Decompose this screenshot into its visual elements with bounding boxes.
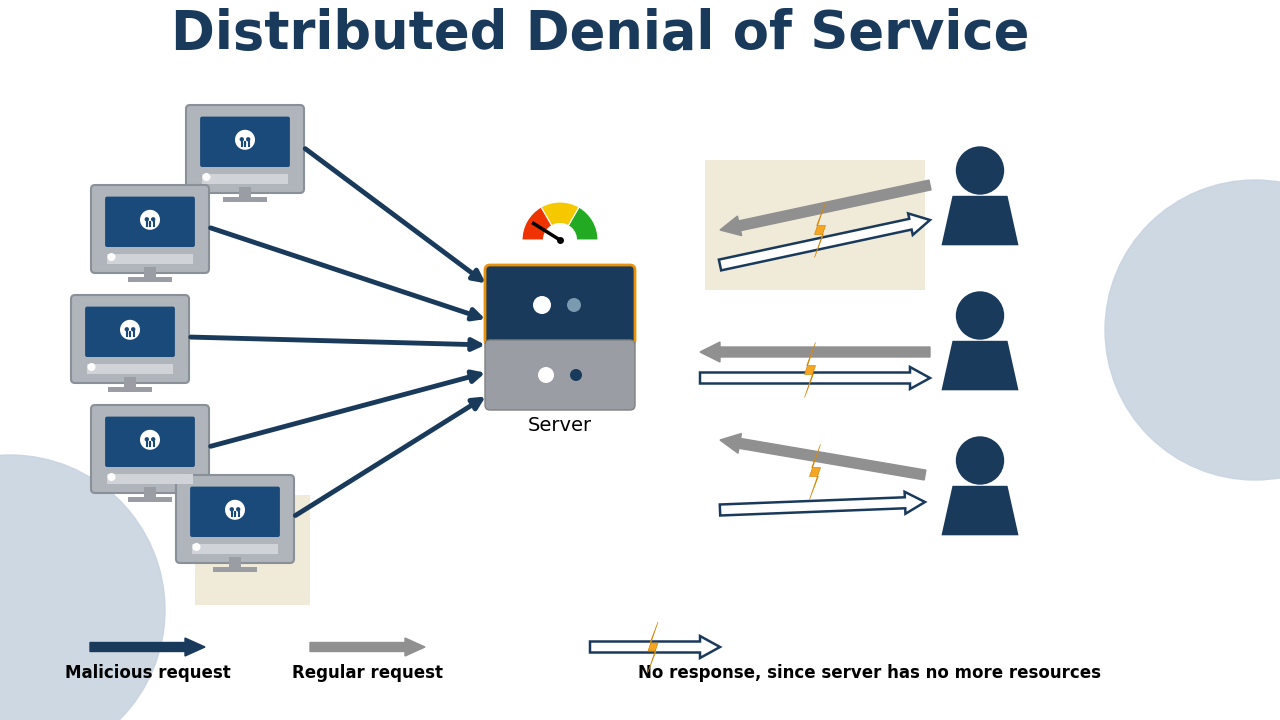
FancyBboxPatch shape bbox=[87, 364, 173, 374]
Bar bbox=[229, 557, 241, 571]
Circle shape bbox=[202, 173, 210, 181]
Bar bbox=[223, 197, 268, 202]
FancyArrow shape bbox=[700, 342, 931, 362]
Circle shape bbox=[87, 363, 96, 371]
FancyBboxPatch shape bbox=[108, 254, 193, 264]
FancyArrow shape bbox=[719, 213, 931, 271]
Polygon shape bbox=[809, 444, 820, 500]
FancyBboxPatch shape bbox=[91, 185, 209, 273]
FancyArrow shape bbox=[719, 433, 925, 480]
Circle shape bbox=[120, 320, 140, 340]
Polygon shape bbox=[148, 222, 151, 224]
Polygon shape bbox=[942, 196, 1019, 246]
Circle shape bbox=[140, 210, 160, 230]
Bar bbox=[145, 487, 156, 501]
Circle shape bbox=[225, 500, 244, 520]
FancyArrow shape bbox=[590, 636, 719, 658]
FancyBboxPatch shape bbox=[186, 105, 305, 193]
Circle shape bbox=[956, 436, 1005, 485]
FancyBboxPatch shape bbox=[177, 475, 294, 563]
Bar bbox=[239, 187, 251, 201]
Circle shape bbox=[236, 130, 255, 150]
Circle shape bbox=[108, 253, 115, 261]
FancyBboxPatch shape bbox=[143, 220, 157, 226]
Circle shape bbox=[538, 367, 554, 383]
FancyArrow shape bbox=[90, 638, 205, 656]
Bar bbox=[195, 495, 310, 605]
Wedge shape bbox=[541, 202, 579, 240]
FancyBboxPatch shape bbox=[192, 544, 278, 554]
Polygon shape bbox=[942, 486, 1019, 535]
FancyBboxPatch shape bbox=[105, 197, 195, 247]
FancyBboxPatch shape bbox=[70, 295, 189, 383]
Circle shape bbox=[239, 137, 244, 142]
FancyArrow shape bbox=[719, 492, 925, 516]
Circle shape bbox=[145, 437, 148, 441]
Polygon shape bbox=[243, 142, 247, 143]
Bar bbox=[128, 277, 172, 282]
Circle shape bbox=[151, 437, 155, 441]
FancyBboxPatch shape bbox=[485, 340, 635, 410]
FancyBboxPatch shape bbox=[123, 330, 137, 336]
Circle shape bbox=[956, 146, 1005, 194]
Wedge shape bbox=[522, 207, 559, 240]
FancyBboxPatch shape bbox=[485, 265, 635, 345]
Bar bbox=[212, 567, 257, 572]
Polygon shape bbox=[814, 202, 826, 258]
Circle shape bbox=[124, 327, 129, 331]
FancyBboxPatch shape bbox=[202, 174, 288, 184]
Text: Regular request: Regular request bbox=[293, 664, 443, 682]
Circle shape bbox=[0, 455, 165, 720]
Text: Distributed Denial of Service: Distributed Denial of Service bbox=[170, 8, 1029, 60]
Polygon shape bbox=[648, 622, 658, 672]
Polygon shape bbox=[148, 441, 151, 444]
Bar bbox=[108, 387, 152, 392]
Polygon shape bbox=[233, 512, 237, 513]
Circle shape bbox=[570, 369, 582, 381]
FancyArrow shape bbox=[310, 638, 425, 656]
Bar bbox=[124, 377, 136, 391]
Text: No response, since server has no more resources: No response, since server has no more re… bbox=[639, 664, 1102, 682]
FancyBboxPatch shape bbox=[84, 307, 175, 357]
Polygon shape bbox=[805, 343, 815, 397]
Text: Malicious request: Malicious request bbox=[65, 664, 230, 682]
Circle shape bbox=[140, 430, 160, 450]
Circle shape bbox=[956, 292, 1005, 340]
Polygon shape bbox=[128, 332, 132, 333]
Circle shape bbox=[543, 223, 577, 257]
FancyBboxPatch shape bbox=[200, 117, 289, 167]
Circle shape bbox=[151, 217, 155, 222]
Circle shape bbox=[192, 543, 201, 551]
Wedge shape bbox=[559, 207, 598, 240]
FancyArrow shape bbox=[719, 180, 931, 235]
Circle shape bbox=[236, 507, 241, 511]
FancyBboxPatch shape bbox=[238, 140, 252, 145]
Circle shape bbox=[108, 473, 115, 481]
FancyBboxPatch shape bbox=[191, 487, 280, 537]
Circle shape bbox=[1105, 180, 1280, 480]
Circle shape bbox=[532, 296, 550, 314]
FancyBboxPatch shape bbox=[91, 405, 209, 493]
Circle shape bbox=[229, 507, 234, 511]
FancyBboxPatch shape bbox=[105, 417, 195, 467]
FancyArrow shape bbox=[700, 367, 931, 389]
Bar bbox=[145, 267, 156, 281]
FancyBboxPatch shape bbox=[108, 474, 193, 485]
FancyBboxPatch shape bbox=[143, 440, 157, 446]
Bar bbox=[705, 160, 925, 290]
Text: Server: Server bbox=[527, 415, 593, 434]
Bar bbox=[128, 497, 172, 502]
Circle shape bbox=[246, 137, 251, 142]
FancyBboxPatch shape bbox=[228, 510, 242, 516]
Circle shape bbox=[567, 298, 581, 312]
Circle shape bbox=[131, 327, 136, 331]
Circle shape bbox=[145, 217, 148, 222]
Polygon shape bbox=[942, 341, 1019, 390]
